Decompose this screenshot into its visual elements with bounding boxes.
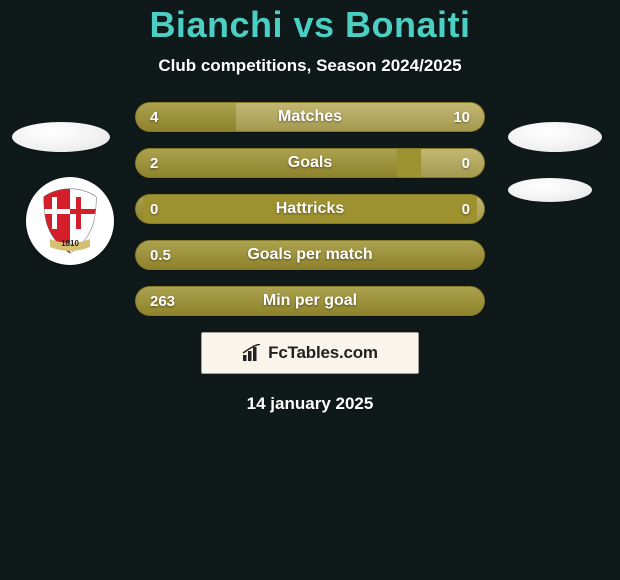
bar-chart-icon [242,344,262,362]
stat-value-right: 0 [462,195,470,223]
stat-row: Matches410 [135,102,485,132]
subtitle: Club competitions, Season 2024/2025 [0,56,620,76]
stat-label: Hattricks [136,195,484,223]
stat-row: Goals20 [135,148,485,178]
player-left-name: Bianchi [149,4,283,45]
stat-row: Goals per match0.5 [135,240,485,270]
left-placeholder-oval [12,122,110,152]
stat-row: Hattricks0 0 [135,194,485,224]
bar-right [477,195,484,223]
shield-icon: 1810 [34,185,106,257]
player-right-name: Bonaiti [345,4,471,45]
brand-badge: FcTables.com [201,332,419,374]
stat-row: Min per goal263 [135,286,485,316]
bar-left [136,103,236,131]
bar-right [236,103,484,131]
club-crest: 1810 [26,177,114,265]
bar-left [136,195,143,223]
bar-right [421,149,484,177]
brand-text: FcTables.com [268,343,378,363]
right-placeholder-oval [508,122,602,152]
right-placeholder-oval-small [508,178,592,202]
date-label: 14 january 2025 [0,394,620,414]
bar-left [136,149,397,177]
comparison-card: Bianchi vs Bonaiti Club competitions, Se… [0,0,620,580]
bar-left [136,287,484,315]
stat-value-left: 0 [150,195,158,223]
page-title: Bianchi vs Bonaiti [0,4,620,46]
bar-left [136,241,484,269]
crest-year: 1810 [61,239,79,248]
stats-bars: Matches410 Goals20 Hattricks0 0 Goals per ma… [135,102,485,316]
title-vs: vs [293,4,334,45]
